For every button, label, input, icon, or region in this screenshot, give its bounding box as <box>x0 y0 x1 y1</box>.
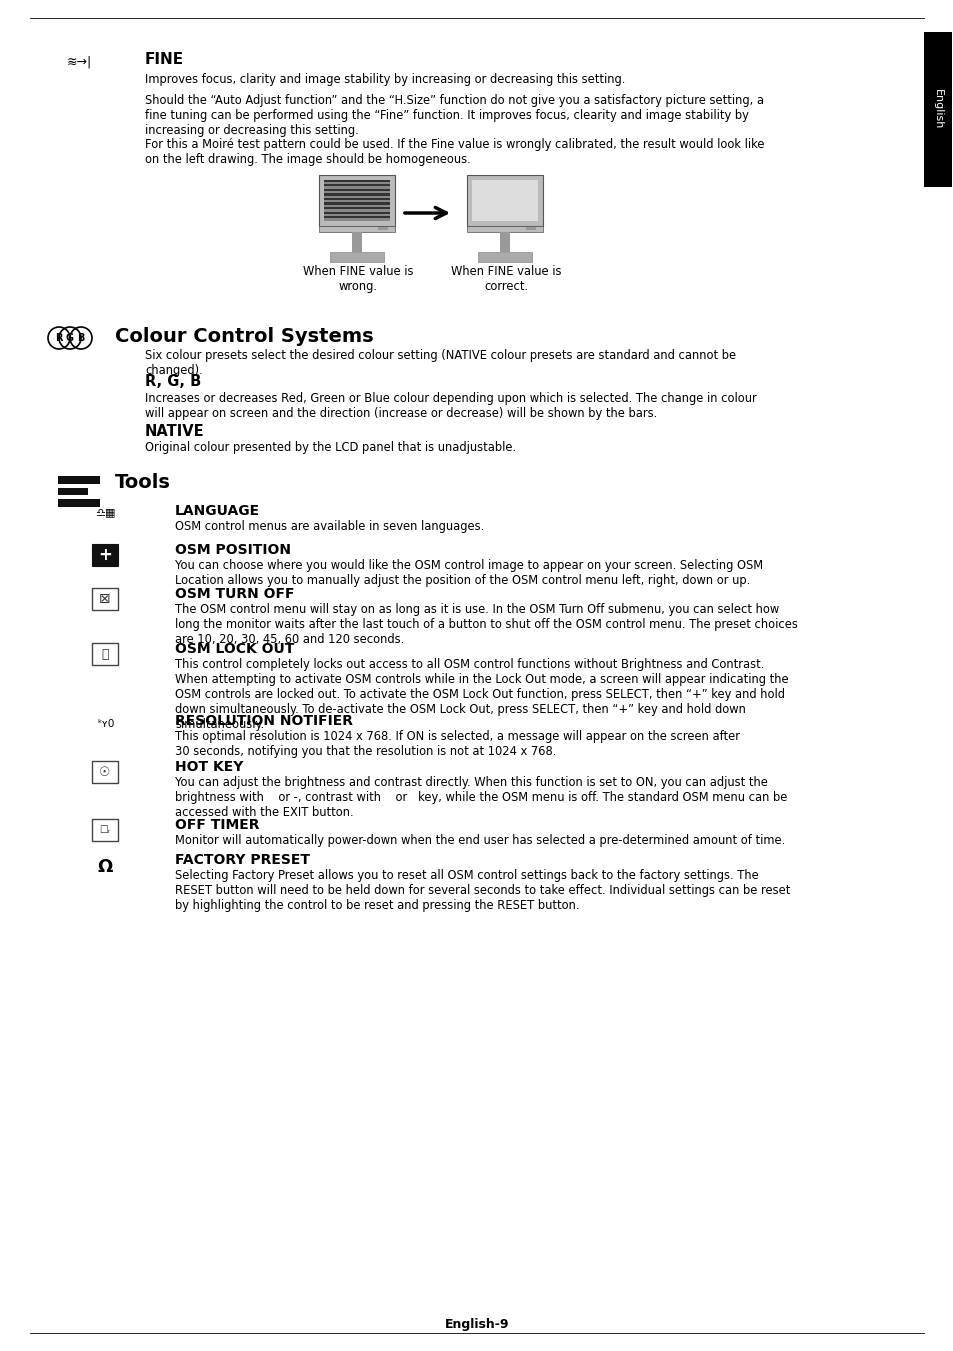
FancyBboxPatch shape <box>352 231 361 251</box>
Text: OSM control menus are available in seven languages.: OSM control menus are available in seven… <box>174 520 484 534</box>
FancyBboxPatch shape <box>58 499 100 507</box>
Text: This control completely locks out access to all OSM control functions without Br: This control completely locks out access… <box>174 658 788 731</box>
FancyBboxPatch shape <box>91 544 118 566</box>
FancyBboxPatch shape <box>318 174 395 226</box>
Text: The OSM control menu will stay on as long as it is use. In the OSM Turn Off subm: The OSM control menu will stay on as lon… <box>174 603 797 646</box>
Text: When FINE value is
correct.: When FINE value is correct. <box>450 265 560 293</box>
Text: OFF TIMER: OFF TIMER <box>174 817 259 832</box>
Text: ⊠: ⊠ <box>99 592 111 607</box>
Text: ☐ᵣ: ☐ᵣ <box>99 825 111 835</box>
Text: You can choose where you would like the OSM control image to appear on your scre: You can choose where you would like the … <box>174 559 762 586</box>
FancyBboxPatch shape <box>324 180 390 182</box>
Text: Ω: Ω <box>97 858 112 875</box>
Text: Original colour presented by the LCD panel that is unadjustable.: Original colour presented by the LCD pan… <box>145 440 516 454</box>
Text: RESOLUTION NOTIFIER: RESOLUTION NOTIFIER <box>174 713 353 728</box>
FancyBboxPatch shape <box>525 227 536 230</box>
Text: Improves focus, clarity and image stability by increasing or decreasing this set: Improves focus, clarity and image stabil… <box>145 73 625 86</box>
FancyBboxPatch shape <box>324 189 390 190</box>
FancyBboxPatch shape <box>324 203 390 205</box>
Text: HOT KEY: HOT KEY <box>174 761 243 774</box>
FancyBboxPatch shape <box>58 476 100 484</box>
FancyBboxPatch shape <box>477 251 532 262</box>
Text: NATIVE: NATIVE <box>145 424 204 439</box>
FancyBboxPatch shape <box>466 226 542 231</box>
FancyBboxPatch shape <box>324 193 390 196</box>
Text: Should the “Auto Adjust function” and the “H.Size” function do not give you a sa: Should the “Auto Adjust function” and th… <box>145 95 763 136</box>
Text: R, G, B: R, G, B <box>145 374 201 389</box>
Text: Colour Control Systems: Colour Control Systems <box>115 327 374 346</box>
Text: You can adjust the brightness and contrast directly. When this function is set t: You can adjust the brightness and contra… <box>174 775 786 819</box>
Text: ᵏʏ0: ᵏʏ0 <box>97 719 114 730</box>
Text: OSM POSITION: OSM POSITION <box>174 543 291 557</box>
FancyBboxPatch shape <box>377 227 388 230</box>
Text: OSM TURN OFF: OSM TURN OFF <box>174 586 294 601</box>
Text: 🔒: 🔒 <box>101 647 109 661</box>
FancyBboxPatch shape <box>466 174 542 226</box>
Text: ♎▦: ♎▦ <box>94 507 115 517</box>
FancyBboxPatch shape <box>324 180 390 220</box>
Text: ☉: ☉ <box>99 766 111 778</box>
Text: Monitor will automatically power-down when the end user has selected a pre-deter: Monitor will automatically power-down wh… <box>174 834 784 847</box>
Text: English: English <box>932 89 942 130</box>
FancyBboxPatch shape <box>318 226 395 231</box>
Text: This optimal resolution is 1024 x 768. If ON is selected, a message will appear : This optimal resolution is 1024 x 768. I… <box>174 730 740 758</box>
Text: Selecting Factory Preset allows you to reset all OSM control settings back to th: Selecting Factory Preset allows you to r… <box>174 869 789 912</box>
Text: Tools: Tools <box>115 473 171 492</box>
FancyBboxPatch shape <box>472 180 537 220</box>
Text: B: B <box>77 332 85 343</box>
Text: For this a Moiré test pattern could be used. If the Fine value is wrongly calibr: For this a Moiré test pattern could be u… <box>145 138 763 166</box>
Text: LANGUAGE: LANGUAGE <box>174 504 260 517</box>
Text: R: R <box>55 332 63 343</box>
Text: FACTORY PRESET: FACTORY PRESET <box>174 852 310 867</box>
Text: +: + <box>98 546 112 563</box>
FancyBboxPatch shape <box>330 251 384 262</box>
Text: G: G <box>66 332 74 343</box>
Text: English-9: English-9 <box>444 1319 509 1331</box>
FancyBboxPatch shape <box>58 488 88 494</box>
FancyBboxPatch shape <box>923 32 951 186</box>
Text: FINE: FINE <box>145 51 184 68</box>
FancyBboxPatch shape <box>324 212 390 213</box>
Text: ≋→|: ≋→| <box>67 55 92 68</box>
Text: When FINE value is
wrong.: When FINE value is wrong. <box>302 265 413 293</box>
Text: Increases or decreases Red, Green or Blue colour depending upon which is selecte: Increases or decreases Red, Green or Blu… <box>145 392 756 420</box>
FancyBboxPatch shape <box>499 231 510 251</box>
FancyBboxPatch shape <box>324 197 390 200</box>
FancyBboxPatch shape <box>324 207 390 209</box>
Text: Six colour presets select the desired colour setting (NATIVE colour presets are : Six colour presets select the desired co… <box>145 349 736 377</box>
FancyBboxPatch shape <box>324 216 390 219</box>
FancyBboxPatch shape <box>324 184 390 186</box>
Text: OSM LOCK OUT: OSM LOCK OUT <box>174 642 294 657</box>
